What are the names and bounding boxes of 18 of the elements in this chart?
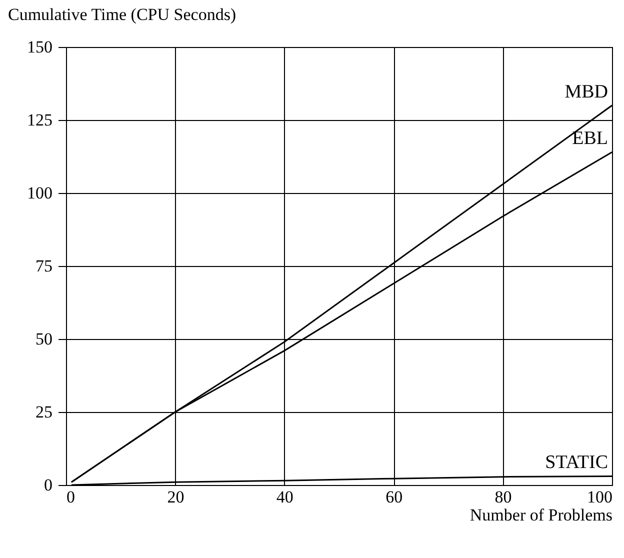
x-tick-label: 20 [167,488,184,506]
y-tick-label: 100 [27,184,52,202]
y-axis-title: Cumulative Time (CPU Seconds) [8,5,236,24]
x-tick-label: 40 [276,488,294,506]
y-tick-label: 0 [44,476,52,494]
x-axis-title: Number of Problems [470,506,612,524]
x-tick-label: 60 [386,488,403,506]
x-tick-label: 0 [66,488,75,506]
x-tick-label: 100 [587,488,612,506]
y-tick-label: 150 [27,38,52,56]
x-tick-label: 80 [494,488,512,506]
y-tick-label: 50 [36,330,52,348]
y-tick-label: 75 [36,256,52,276]
series-label: MBD [564,81,608,102]
y-tick-label: 25 [36,402,52,422]
series-label: STATIC [545,452,608,474]
y-tick-label: 125 [27,110,52,130]
series-label: EBL [572,128,608,150]
